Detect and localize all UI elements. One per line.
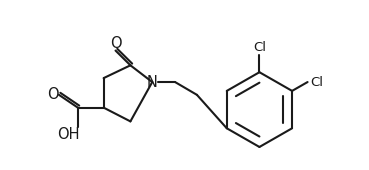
Text: O: O [47, 87, 59, 102]
Text: N: N [147, 75, 158, 90]
Text: O: O [110, 36, 121, 51]
Text: OH: OH [56, 127, 79, 142]
Text: Cl: Cl [310, 75, 323, 89]
Text: Cl: Cl [253, 41, 266, 54]
